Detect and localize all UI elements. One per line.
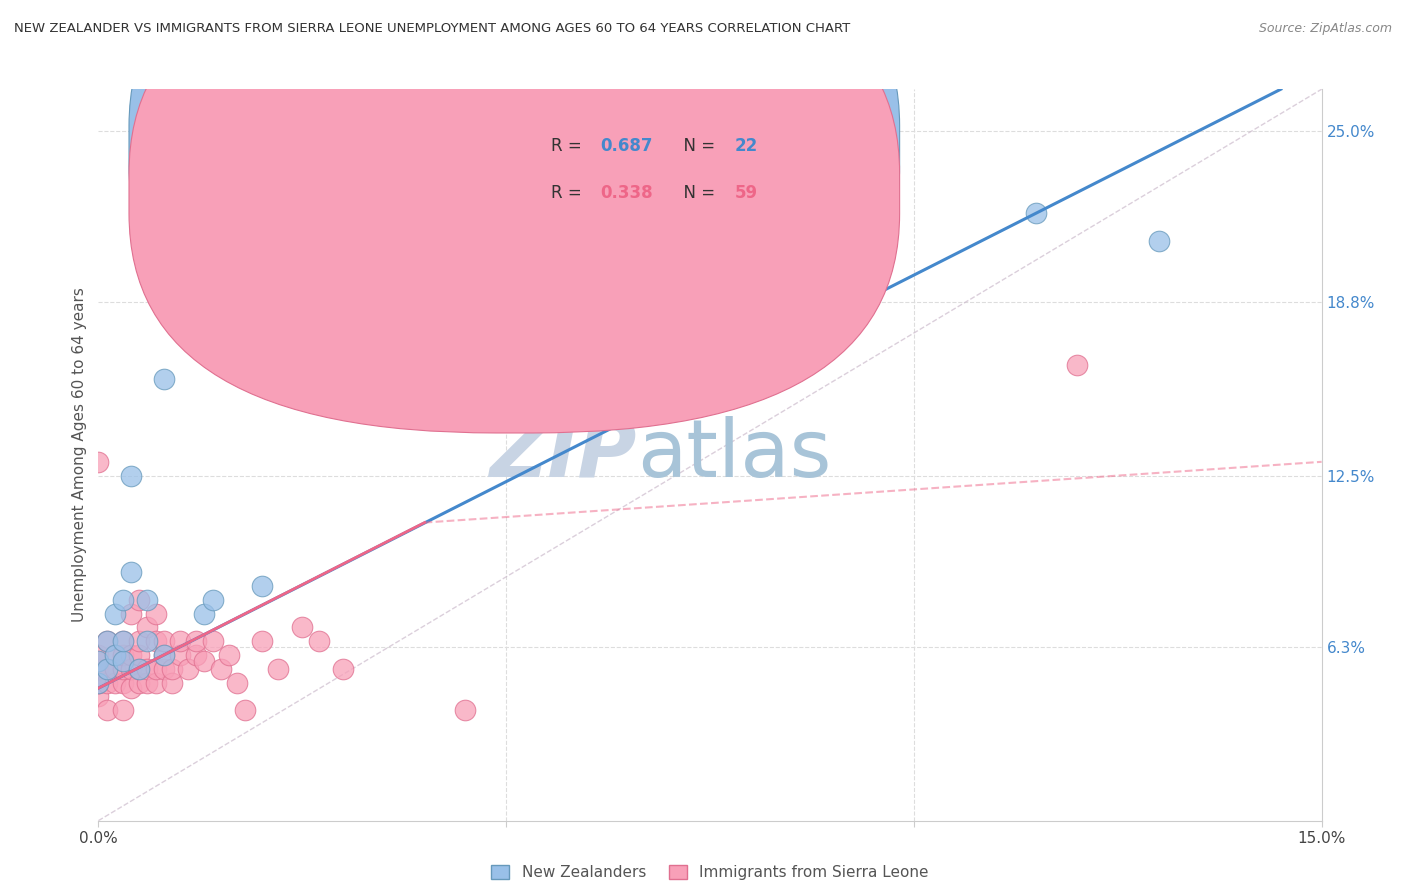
Point (1066, 358, 1088, 372)
Point (128, 648, 150, 662)
Point (87, 662, 110, 676)
Text: 0.687: 0.687 (600, 136, 652, 154)
Point (111, 648, 134, 662)
FancyBboxPatch shape (471, 103, 838, 228)
Point (152, 634, 174, 648)
Point (104, 648, 127, 662)
Point (111, 654, 134, 668)
Text: atlas: atlas (637, 416, 831, 494)
Point (120, 648, 142, 662)
Point (332, 662, 354, 676)
Point (87, 675, 110, 690)
Text: Source: ZipAtlas.com: Source: ZipAtlas.com (1258, 22, 1392, 36)
Point (160, 662, 183, 676)
Point (104, 662, 127, 676)
Point (96, 703, 118, 717)
Point (128, 675, 150, 690)
Point (186, 634, 208, 648)
Point (104, 648, 127, 662)
Point (152, 662, 174, 676)
Point (136, 592, 159, 607)
Point (145, 607, 167, 621)
Point (128, 662, 150, 676)
Y-axis label: Unemployment Among Ages 60 to 64 years: Unemployment Among Ages 60 to 64 years (72, 287, 87, 623)
Text: N =: N = (673, 136, 721, 154)
Point (250, 634, 273, 648)
Point (136, 675, 159, 690)
Point (177, 662, 200, 676)
Point (87, 675, 110, 690)
Text: R =: R = (551, 184, 588, 202)
Text: R =: R = (551, 136, 588, 154)
Point (128, 662, 150, 676)
Point (111, 675, 134, 690)
Point (145, 662, 167, 676)
Point (136, 620, 159, 634)
Point (152, 648, 174, 662)
Point (169, 634, 191, 648)
Point (111, 634, 134, 648)
Text: 0.338: 0.338 (600, 184, 652, 202)
Point (152, 372, 174, 386)
Point (1025, 206, 1047, 220)
Point (308, 634, 330, 648)
Point (291, 206, 314, 220)
Legend: New Zealanders, Immigrants from Sierra Leone: New Zealanders, Immigrants from Sierra L… (485, 859, 935, 886)
Text: ZIP: ZIP (489, 416, 637, 494)
Point (250, 579, 273, 593)
Point (87, 675, 110, 690)
Point (111, 592, 134, 607)
Point (96, 634, 118, 648)
FancyBboxPatch shape (129, 0, 900, 385)
Point (104, 675, 127, 690)
Point (128, 592, 150, 607)
Point (87, 662, 110, 676)
Point (87, 654, 110, 668)
Point (120, 468, 142, 483)
Point (120, 662, 142, 676)
Point (87, 654, 110, 668)
Point (201, 634, 224, 648)
Point (136, 662, 159, 676)
Point (87, 690, 110, 704)
Point (87, 455, 110, 469)
Point (96, 662, 118, 676)
Text: NEW ZEALANDER VS IMMIGRANTS FROM SIERRA LEONE UNEMPLOYMENT AMONG AGES 60 TO 64 Y: NEW ZEALANDER VS IMMIGRANTS FROM SIERRA … (14, 22, 851, 36)
Point (291, 620, 314, 634)
Point (218, 648, 240, 662)
Point (209, 662, 232, 676)
Point (120, 681, 142, 695)
Point (152, 648, 174, 662)
Point (186, 648, 208, 662)
Point (96, 675, 118, 690)
Point (111, 662, 134, 676)
Point (169, 648, 191, 662)
Point (1147, 234, 1170, 248)
Point (111, 703, 134, 717)
Point (128, 634, 150, 648)
Point (120, 607, 142, 621)
Point (136, 634, 159, 648)
Point (145, 634, 167, 648)
Point (201, 592, 224, 607)
Point (160, 675, 183, 690)
Point (104, 607, 127, 621)
Point (267, 662, 290, 676)
Point (226, 675, 249, 690)
Point (454, 703, 477, 717)
FancyBboxPatch shape (129, 0, 900, 433)
Point (111, 634, 134, 648)
Text: 22: 22 (734, 136, 758, 154)
Point (145, 675, 167, 690)
Point (233, 703, 256, 717)
Text: N =: N = (673, 184, 721, 202)
Point (96, 662, 118, 676)
Point (193, 607, 215, 621)
Point (96, 634, 118, 648)
Point (87, 648, 110, 662)
Point (193, 654, 215, 668)
Text: 59: 59 (734, 184, 758, 202)
Point (120, 566, 142, 580)
